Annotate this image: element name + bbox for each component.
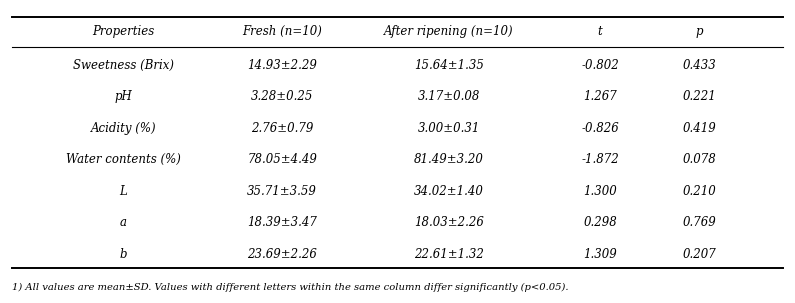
Text: 18.03±2.26: 18.03±2.26 [414,216,484,229]
Text: 0.433: 0.433 [683,59,716,72]
Text: 1.300: 1.300 [584,185,617,198]
Text: t: t [598,25,603,38]
Text: Acidity (%): Acidity (%) [91,122,156,135]
Text: 15.64±1.35: 15.64±1.35 [414,59,484,72]
Text: 0.207: 0.207 [683,248,716,261]
Text: 1.267: 1.267 [584,90,617,103]
Text: 0.769: 0.769 [683,216,716,229]
Text: p: p [696,25,704,38]
Text: Sweetness (Brix): Sweetness (Brix) [72,59,174,72]
Text: 81.49±3.20: 81.49±3.20 [414,153,484,166]
Text: 34.02±1.40: 34.02±1.40 [414,185,484,198]
Text: a: a [120,216,126,229]
Text: 14.93±2.29: 14.93±2.29 [247,59,317,72]
Text: Water contents (%): Water contents (%) [66,153,180,166]
Text: 0.078: 0.078 [683,153,716,166]
Text: 78.05±4.49: 78.05±4.49 [247,153,317,166]
Text: 0.298: 0.298 [584,216,617,229]
Text: -0.802: -0.802 [581,59,619,72]
Text: L: L [119,185,127,198]
Text: 3.28±0.25: 3.28±0.25 [251,90,313,103]
Text: 0.419: 0.419 [683,122,716,135]
Text: Fresh (n=10): Fresh (n=10) [242,25,322,38]
Text: 2.76±0.79: 2.76±0.79 [251,122,313,135]
Text: -1.872: -1.872 [581,153,619,166]
Text: 0.210: 0.210 [683,185,716,198]
Text: Properties: Properties [92,25,154,38]
Text: 22.61±1.32: 22.61±1.32 [414,248,484,261]
Text: 0.221: 0.221 [683,90,716,103]
Text: 1.309: 1.309 [584,248,617,261]
Text: 18.39±3.47: 18.39±3.47 [247,216,317,229]
Text: 3.00±0.31: 3.00±0.31 [418,122,480,135]
Text: pH: pH [114,90,132,103]
Text: 3.17±0.08: 3.17±0.08 [418,90,480,103]
Text: 1) All values are mean±SD. Values with different letters within the same column : 1) All values are mean±SD. Values with d… [12,283,568,292]
Text: 35.71±3.59: 35.71±3.59 [247,185,317,198]
Text: -0.826: -0.826 [581,122,619,135]
Text: After ripening (n=10): After ripening (n=10) [384,25,514,38]
Text: b: b [119,248,127,261]
Text: 23.69±2.26: 23.69±2.26 [247,248,317,261]
